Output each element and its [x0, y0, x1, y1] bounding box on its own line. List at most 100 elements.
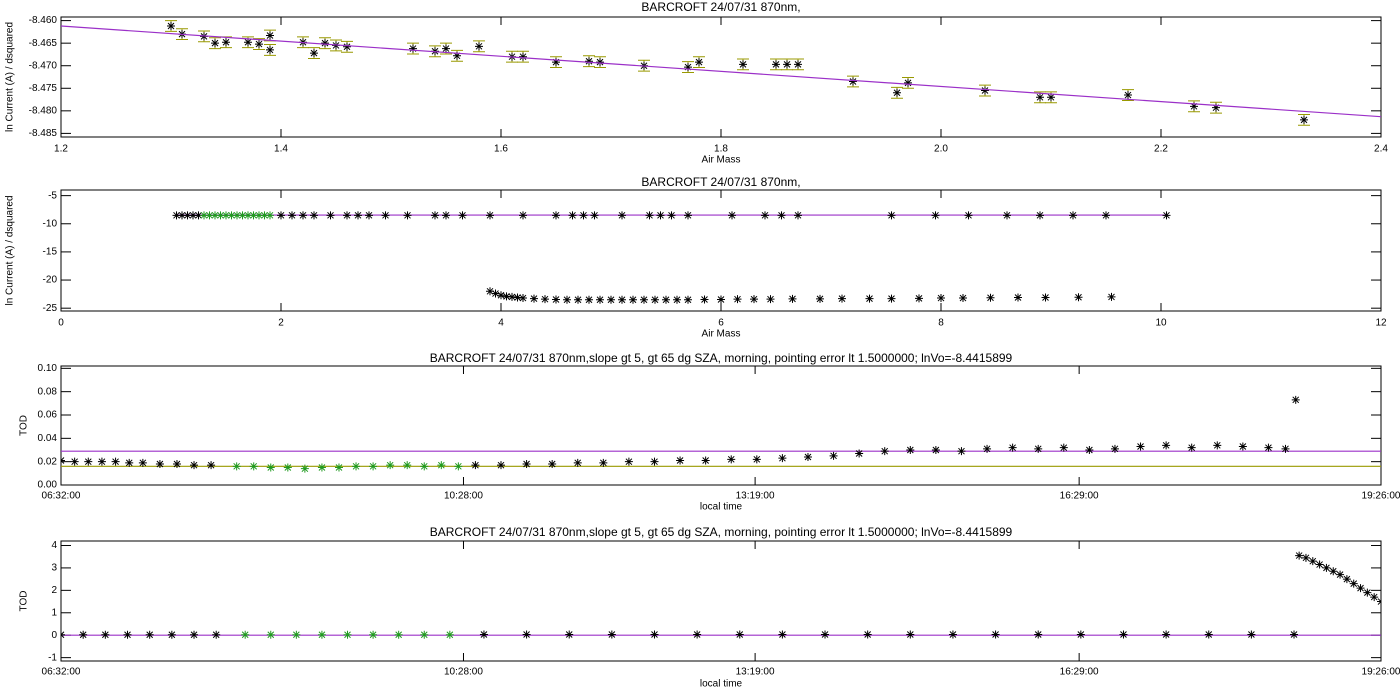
data-point: [61, 630, 65, 639]
panel-title: BARCROFT 24/07/31 870nm,slope gt 5, gt 6…: [430, 351, 1013, 365]
y-tick-label: 4: [51, 540, 57, 551]
data-point: [880, 447, 889, 456]
data-point: [618, 211, 626, 220]
y-tick-label: -10: [43, 218, 58, 229]
data-point: [783, 60, 791, 69]
y-tick-label: 0.08: [38, 386, 58, 397]
data-point: [1370, 593, 1379, 602]
data-point: [222, 38, 230, 47]
data-point: [607, 630, 616, 639]
data-point: [502, 292, 511, 301]
data-point: [1059, 443, 1068, 452]
data-point: [222, 211, 230, 220]
x-axis-label: local time: [700, 502, 743, 513]
panel-title: BARCROFT 24/07/31 870nm,slope gt 5, gt 6…: [430, 525, 1013, 539]
y-tick-label: -8.465: [29, 38, 58, 49]
data-point: [1162, 441, 1171, 450]
data-point: [986, 293, 995, 302]
data-point: [437, 461, 446, 470]
data-point: [794, 211, 802, 220]
data-point: [497, 291, 505, 300]
data-point: [354, 211, 362, 220]
data-point: [574, 295, 582, 304]
data-point: [475, 42, 483, 51]
data-point: [190, 461, 199, 470]
data-point: [803, 453, 812, 461]
x-tick-label: 1.4: [274, 144, 288, 155]
data-point: [650, 630, 659, 639]
x-tick-label: 2.2: [1154, 144, 1168, 155]
data-point: [1295, 551, 1304, 560]
data-point: [829, 451, 838, 460]
data-point: [991, 630, 1000, 639]
x-tick-label: 1.8: [714, 144, 728, 155]
panel: BARCROFT 24/07/31 870nm, Air Mass ln Curre…: [5, 175, 1387, 339]
data-point: [190, 630, 199, 639]
data-point: [1322, 563, 1331, 572]
data-point: [959, 294, 967, 303]
data-point: [1264, 443, 1273, 452]
y-tick-label: -5: [48, 190, 57, 201]
y-tick-label: 1: [51, 607, 57, 618]
data-point: [906, 446, 915, 454]
data-point: [684, 295, 692, 304]
data-point: [266, 463, 275, 472]
data-point: [541, 295, 549, 304]
data-point: [552, 58, 560, 67]
data-point: [1047, 93, 1055, 102]
data-point: [530, 294, 538, 303]
data-point: [167, 22, 175, 31]
y-tick-label: 0: [51, 630, 57, 641]
data-point: [794, 60, 802, 69]
data-point: [211, 211, 219, 220]
data-point: [1247, 630, 1256, 639]
data-point: [369, 462, 378, 471]
data-point: [200, 211, 208, 220]
data-point: [887, 294, 896, 303]
y-tick-label: -8.485: [29, 128, 58, 139]
data-point: [915, 294, 923, 303]
data-point: [1110, 444, 1119, 453]
data-point: [1190, 102, 1198, 111]
data-point: [1014, 293, 1022, 302]
data-point: [650, 457, 659, 466]
data-point: [519, 294, 527, 303]
data-point: [1036, 93, 1044, 102]
data-point: [1349, 579, 1358, 588]
panel-title: BARCROFT 24/07/31 870nm,: [641, 0, 800, 14]
data-point: [931, 211, 940, 220]
x-tick-label: 2: [278, 318, 284, 329]
data-point: [519, 52, 527, 61]
data-point: [343, 42, 351, 51]
data-point: [471, 461, 480, 470]
data-point: [277, 211, 285, 220]
data-point: [403, 461, 412, 470]
data-point: [216, 211, 225, 220]
data-point: [1291, 395, 1300, 404]
data-point: [522, 460, 531, 468]
data-point: [887, 211, 896, 220]
data-point: [266, 211, 274, 220]
data-point: [145, 630, 154, 639]
data-point: [640, 295, 648, 304]
data-point: [310, 211, 318, 220]
x-tick-label: 12: [1375, 318, 1387, 329]
y-tick-label: 0.04: [38, 433, 58, 444]
data-point: [596, 295, 604, 304]
data-point: [125, 458, 134, 467]
data-point: [778, 454, 787, 463]
data-point: [101, 630, 110, 639]
data-point: [317, 463, 326, 472]
plot-area: [61, 395, 1381, 473]
plot-frame: [60, 365, 1382, 486]
data-point: [508, 292, 516, 301]
data-point: [123, 630, 132, 639]
x-tick-label: 1.6: [494, 144, 508, 155]
data-point: [178, 211, 186, 220]
data-point: [334, 463, 343, 472]
data-point: [61, 456, 65, 465]
data-point: [865, 294, 874, 303]
data-point: [816, 294, 824, 303]
y-tick-label: -8.460: [29, 15, 58, 26]
data-point: [821, 630, 830, 639]
